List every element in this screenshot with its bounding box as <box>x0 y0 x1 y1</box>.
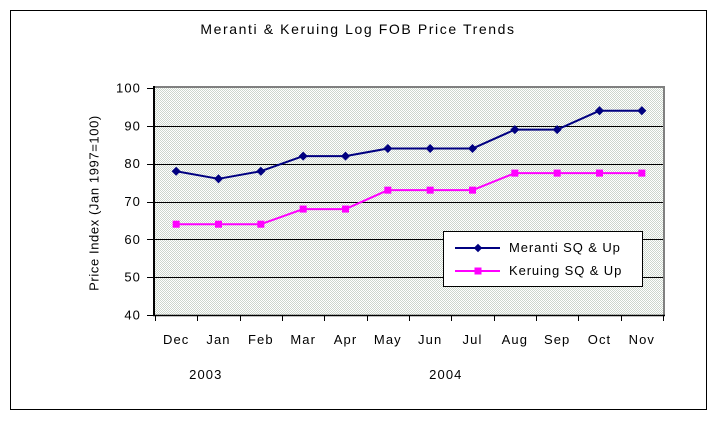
data-point-square <box>172 220 180 228</box>
data-point-square <box>215 220 222 228</box>
data-point-square <box>638 169 646 177</box>
x-tick-label: Nov <box>629 332 655 347</box>
data-point-square <box>426 186 434 194</box>
keruing-square-marker-icon <box>474 267 481 274</box>
data-point-diamond <box>213 174 224 184</box>
y-tick-label: 100 <box>116 81 141 96</box>
y-tick-label: 50 <box>124 270 141 285</box>
data-point-diamond <box>637 106 647 116</box>
x-tick-label: Jan <box>206 332 230 347</box>
y-tick-label: 60 <box>124 232 141 247</box>
year-label: 2003 <box>189 367 222 382</box>
x-tick-label: Apr <box>334 332 358 347</box>
data-point-square <box>469 186 476 194</box>
data-point-diamond <box>425 144 435 154</box>
data-point-square <box>596 169 603 177</box>
x-tick-label: Jul <box>463 332 483 347</box>
x-tick-label: Aug <box>502 332 528 347</box>
y-tick-label: 70 <box>124 194 141 209</box>
data-point-diamond <box>298 151 308 161</box>
legend: Meranti SQ & Up Keruing SQ & Up <box>443 231 643 287</box>
series-line-keruing <box>176 172 642 226</box>
y-tick-label: 40 <box>124 308 141 323</box>
data-point-square <box>511 169 519 177</box>
meranti-diamond-marker-icon <box>473 243 482 252</box>
legend-label-keruing: Keruing SQ & Up <box>509 263 623 278</box>
data-point-square <box>384 186 392 194</box>
data-point-square <box>299 205 307 213</box>
data-point-square <box>553 169 561 177</box>
legend-label-meranti: Meranti SQ & Up <box>509 240 621 255</box>
y-tick-label: 90 <box>124 118 141 133</box>
x-tick-label: Mar <box>290 332 316 347</box>
x-tick-label: Dec <box>163 332 189 347</box>
legend-item-keruing: Keruing SQ & Up <box>455 263 642 278</box>
x-tick-label: Sep <box>544 332 570 347</box>
meranti-line-swatch <box>455 243 500 253</box>
legend-item-meranti: Meranti SQ & Up <box>455 240 642 255</box>
data-point-square <box>257 220 265 228</box>
x-tick-label: Oct <box>588 332 612 347</box>
year-label: 2004 <box>429 367 462 382</box>
series-line-meranti <box>175 109 642 180</box>
y-tick-label: 80 <box>124 156 141 171</box>
keruing-line-swatch <box>455 266 500 276</box>
data-point-diamond <box>510 125 520 135</box>
x-tick-label: Jun <box>418 332 442 347</box>
x-tick-label: Feb <box>248 332 274 347</box>
x-tick-label: May <box>374 332 402 347</box>
data-point-square <box>342 205 349 213</box>
chart-title: Meranti & Keruing Log FOB Price Trends <box>200 21 516 37</box>
